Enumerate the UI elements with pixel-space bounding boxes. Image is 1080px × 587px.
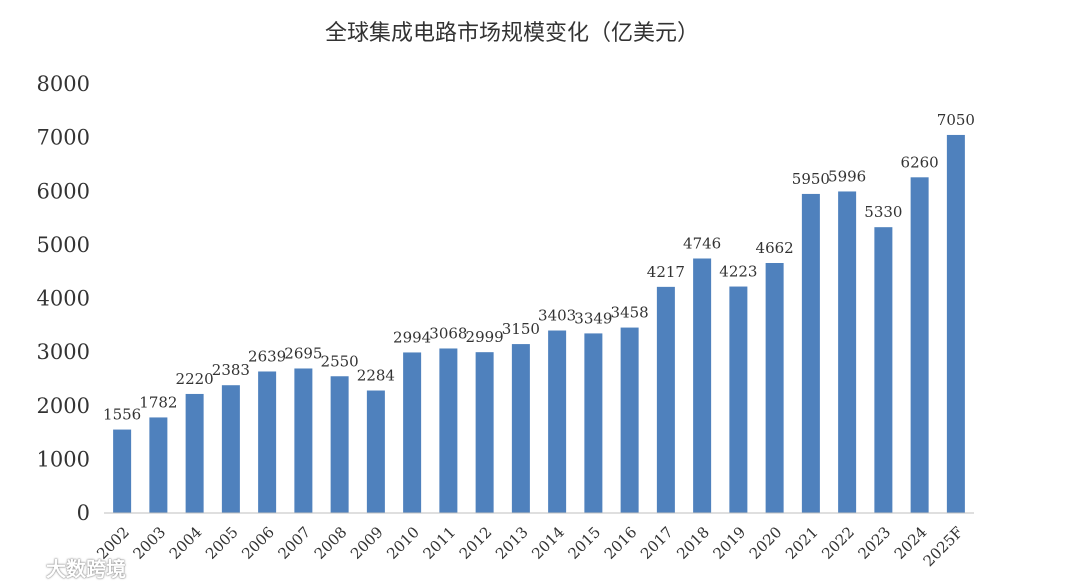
data-label: 1782 [139,393,177,411]
watermark-text: 大数跨境 [46,557,126,581]
data-label: 4223 [719,263,757,281]
x-tick-label: 2017 [637,523,677,563]
bar [620,327,639,513]
data-label: 3349 [574,309,612,327]
x-tick-label: 2018 [673,523,713,563]
data-label: 2284 [357,367,395,385]
x-tick-label: 2013 [492,523,532,563]
bar [946,134,965,513]
x-tick-label: 2009 [347,523,387,563]
data-label: 2220 [176,370,214,388]
x-tick-label: 2025F [920,523,967,570]
bar [113,429,132,513]
data-label: 2550 [321,352,359,370]
data-label: 5950 [792,170,830,188]
x-tick-label: 2006 [238,523,278,563]
y-tick-label: 7000 [37,126,90,150]
bar [874,227,893,513]
data-label: 4662 [756,239,794,257]
y-tick-label: 3000 [37,340,90,364]
x-tick-label: 2007 [274,523,314,563]
x-tick-label: 2020 [746,523,786,563]
data-label: 7050 [937,111,975,129]
x-tick-label: 2015 [564,523,604,563]
y-tick-label: 6000 [37,179,90,203]
data-label: 1556 [103,406,141,424]
bar [221,385,240,513]
x-tick-label: 2021 [782,523,822,563]
x-tick-label: 2012 [456,523,496,563]
x-tick-label: 2005 [202,523,242,563]
x-tick-label: 2019 [709,523,749,563]
data-label: 2994 [393,328,431,346]
bar [765,263,784,513]
x-tick-label: 2023 [854,523,894,563]
bar [403,352,422,513]
bar [548,330,567,513]
x-axis: 2002200320042005200620072008200920102011… [93,512,974,570]
bar [584,333,603,513]
bar [693,258,712,513]
x-tick-label: 2004 [166,523,206,563]
y-tick-label: 1000 [37,447,90,471]
bar [475,352,494,513]
bar [366,390,385,513]
data-label: 5996 [828,167,866,185]
x-tick-label: 2011 [419,523,459,563]
y-axis: 0 1000 2000 3000 4000 5000 6000 7000 8000 [37,72,90,525]
x-tick-label: 2016 [601,523,641,563]
data-label: 4217 [647,263,685,281]
y-tick-label: 2000 [37,394,90,418]
x-tick-label: 2008 [311,523,351,563]
bar [294,368,313,513]
watermark-logo-icon [6,560,42,575]
bar [729,286,748,513]
bar [511,344,530,513]
bar [838,191,857,514]
data-label: 3068 [429,324,467,342]
x-tick-label: 2010 [383,523,423,563]
bar [149,417,168,513]
data-label: 4746 [683,234,721,252]
bar [910,177,929,513]
y-tick-label: 4000 [37,287,90,311]
y-tick-label: 8000 [37,72,90,96]
data-label: 2999 [466,328,504,346]
chart-title: 全球集成电路市场规模变化（亿美元） [325,21,699,46]
bar [258,371,277,513]
data-label: 3150 [502,320,540,338]
data-label: 2639 [248,347,286,365]
data-label: 2695 [284,344,322,362]
data-label: 3458 [611,304,649,322]
data-label: 3403 [538,307,576,325]
data-label: 6260 [901,153,939,171]
bar [330,376,349,513]
y-tick-label: 0 [77,501,90,525]
data-label: 2383 [212,361,250,379]
bar [801,193,820,513]
x-tick-label: 2014 [528,523,568,563]
x-tick-label: 2003 [129,523,169,563]
bar [185,393,204,513]
y-tick-label: 5000 [37,233,90,257]
watermark: 大数跨境 [6,553,126,582]
bar [656,286,675,513]
data-label: 5330 [864,203,902,221]
bar [439,348,458,513]
x-tick-label: 2022 [818,523,858,563]
